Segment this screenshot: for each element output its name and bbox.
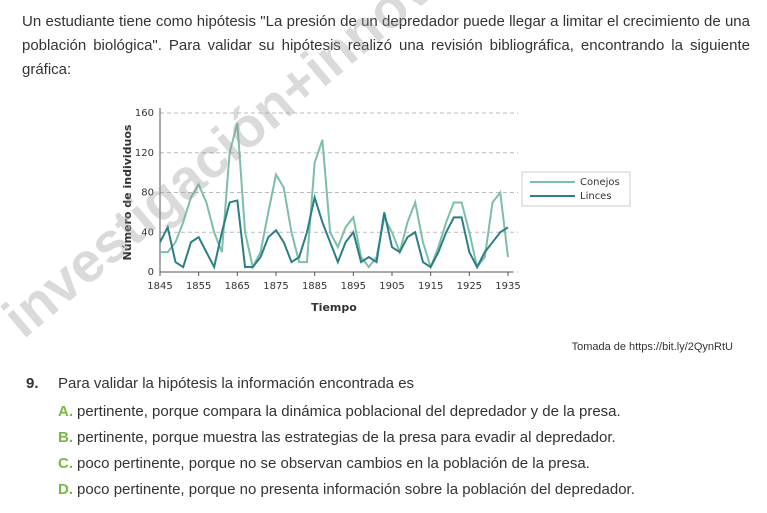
legend-label: Conejos (580, 177, 620, 188)
option[interactable]: D. poco pertinente, porque no presenta in… (58, 481, 635, 498)
y-tick-label: 160 (135, 108, 154, 119)
intro-text: Un estudiante tiene como hipótesis "La p… (22, 13, 750, 78)
question-number: 9. (26, 375, 39, 392)
x-tick-label: 1875 (263, 281, 288, 292)
option-letter: D. (58, 481, 73, 498)
source: Tomada de https://bit.ly/2QynRtU (571, 341, 733, 353)
option-text: poco pertinente, porque no presenta info… (77, 481, 635, 498)
chart: 0 40 80 120 160 1845 1855 1865 1875 1885 1895 1905 1… (121, 108, 631, 314)
question-text: Para validar la hipótesis la información… (58, 375, 415, 392)
x-tick-label: 1905 (379, 281, 404, 292)
x-tick-label: 1865 (225, 281, 250, 292)
x-tick-label: 1855 (186, 281, 211, 292)
option[interactable]: B. pertinente, porque muestra las estrate… (58, 429, 616, 446)
option-letter: C. (58, 455, 73, 472)
y-tick-label: 120 (135, 148, 154, 159)
x-tick-label: 1845 (147, 281, 172, 292)
legend-box (521, 171, 631, 207)
x-tick-label: 1915 (418, 281, 443, 292)
option[interactable]: C. poco pertinente, porque no se observan… (58, 455, 590, 472)
x-tick-label: 1925 (457, 281, 482, 292)
x-tick-label: 1885 (302, 281, 327, 292)
option[interactable]: A. pertinente, porque compara la dinámica… (58, 403, 621, 420)
option-letter: B. (58, 429, 73, 446)
legend-label: Linces (580, 191, 612, 202)
series-line (159, 193, 509, 270)
y-tick-label: 40 (141, 227, 154, 238)
option-text: poco pertinente, porque no se observan c… (77, 455, 590, 472)
option-letter: A. (58, 403, 73, 420)
option-text: pertinente, porque muestra las estrategi… (77, 429, 616, 446)
x-axis-label: Tiempo (311, 301, 357, 314)
x-tick-label: 1895 (341, 281, 366, 292)
y-axis-label: Número de individuos (121, 124, 134, 260)
x-tick-label: 1935 (495, 281, 520, 292)
option-text: pertinente, porque compara la dinámica p… (77, 403, 621, 420)
y-tick-label: 0 (148, 267, 154, 278)
series-line (160, 122, 509, 271)
y-tick-label: 80 (141, 188, 154, 199)
